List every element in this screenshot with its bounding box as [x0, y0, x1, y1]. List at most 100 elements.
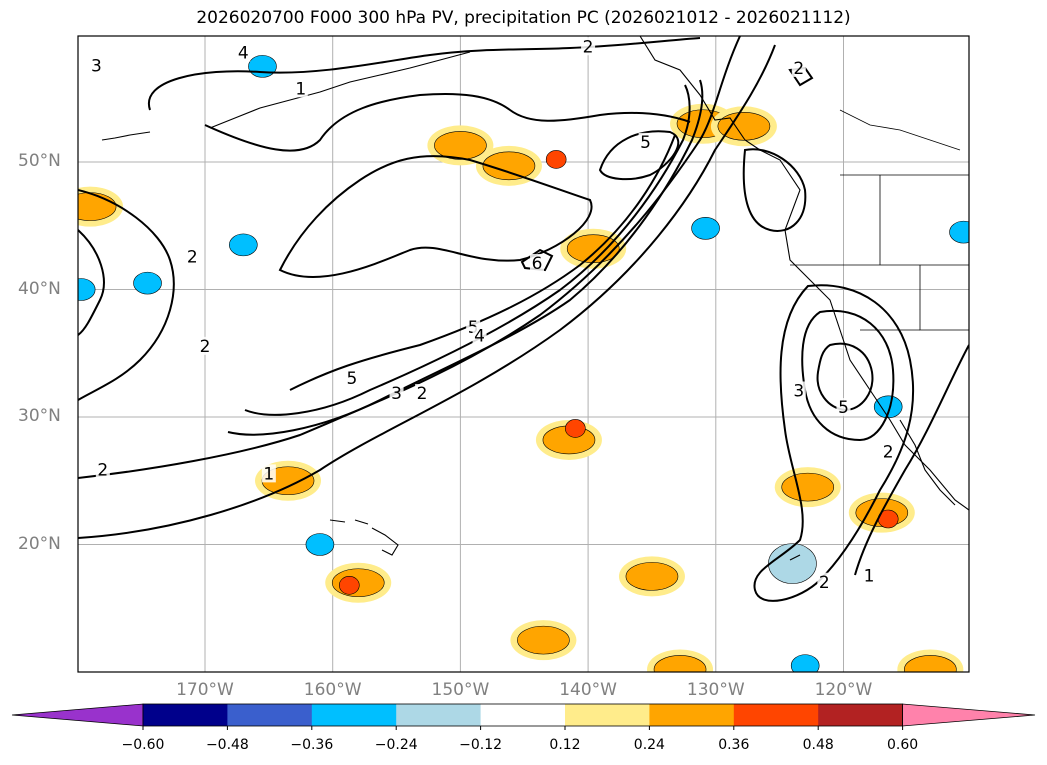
colorbar-tick-label: −0.48	[205, 737, 249, 753]
precip-negative-anomaly	[78, 278, 96, 301]
precip-negative-anomaly	[305, 533, 335, 556]
contour-label: 2	[417, 384, 428, 404]
precip-positive-anomaly	[565, 419, 586, 438]
borders	[790, 109, 969, 331]
contour-label-bg	[198, 336, 212, 355]
contour-label-bg	[389, 384, 404, 403]
contour-label-bg	[862, 566, 877, 585]
pv-contour-6	[520, 248, 554, 272]
colorbar-tick-label: 0.36	[718, 737, 750, 753]
contour-label-bg	[89, 56, 104, 75]
pv-contour-gulf	[598, 130, 680, 181]
precip-positive-anomaly	[781, 472, 835, 502]
colorbar-segment	[396, 704, 482, 726]
pv-contour-cutoff-outer	[753, 284, 915, 602]
contour-label-bg	[261, 464, 276, 483]
precip-positive-anomaly	[625, 562, 679, 591]
colorbar-extend-low	[11, 703, 144, 727]
colorbar-segment	[818, 704, 904, 726]
precip-negative-anomaly	[949, 220, 969, 244]
pv-contour-east-2	[854, 344, 969, 576]
coastlines	[101, 36, 969, 561]
latitude-label: 40°N	[18, 278, 61, 299]
colorbar-segment	[143, 704, 228, 726]
contour-label: 3	[793, 382, 804, 402]
contour-label: 5	[838, 398, 849, 418]
contour-label-bg	[344, 368, 359, 387]
colorbar-segment	[227, 704, 313, 726]
colorbar-tick-label: −0.36	[290, 737, 334, 753]
colorbar-segment	[311, 704, 397, 726]
longitude-label: 170°W	[176, 680, 234, 700]
contour-label-bg	[791, 58, 806, 77]
precip-positive-anomaly	[717, 112, 771, 141]
precip-positive-anomaly	[545, 150, 567, 169]
contour-label: 1	[263, 464, 274, 484]
precip-positive-anomaly	[339, 575, 360, 595]
contour-label-bg	[530, 254, 545, 272]
pv-contour-1	[78, 44, 776, 539]
contour-label: 6	[532, 254, 543, 274]
colorbar-segment	[565, 704, 650, 726]
precip-negative-anomaly	[691, 217, 720, 240]
contour-label: 3	[91, 56, 102, 76]
precip-positive-anomaly	[566, 234, 620, 263]
figure-title: 2026020700 F000 300 hPa PV, precipitatio…	[196, 8, 851, 28]
precip-negative-anomaly	[133, 271, 162, 295]
colorbar-tick-label: −0.24	[374, 737, 418, 753]
contour-label-bg	[817, 572, 832, 591]
contour-label: 2	[97, 461, 108, 481]
pv-contour-2	[78, 36, 741, 479]
contour-label: 3	[391, 384, 402, 404]
contour-label: 2	[793, 59, 804, 79]
colorbar-tick-label: 0.60	[887, 737, 919, 753]
contour-label-layer: 431225262545321235212	[89, 37, 896, 593]
longitude-label: 160°W	[303, 680, 362, 700]
colorbar-segment	[480, 704, 566, 726]
precip-positive-anomaly	[78, 192, 117, 221]
precip-negative-anomaly	[790, 654, 820, 672]
contour-label-bg	[185, 247, 200, 266]
precip-positive-anomaly	[653, 655, 707, 672]
colorbar-tick-label: −0.60	[121, 737, 165, 753]
pv-contour-west-2	[78, 229, 105, 336]
precip-positive-anomaly	[482, 151, 536, 181]
pv-contour-5	[289, 134, 676, 391]
contour-label-bg	[638, 132, 653, 151]
contour-label: 2	[187, 248, 198, 268]
latitude-label: 20°N	[18, 533, 61, 554]
contour-label: 5	[346, 369, 357, 389]
pv-contour-cutoff-mid	[801, 309, 895, 442]
contour-label-bg	[293, 79, 308, 98]
precip-positive-anomaly	[904, 655, 957, 672]
colorbar-segment	[649, 704, 735, 726]
contour-label-bg	[581, 37, 596, 56]
pv-contour-west-3	[78, 189, 175, 401]
precip-positive-anomaly	[517, 625, 570, 655]
contour-label: 2	[883, 443, 894, 463]
pv-contour-3	[227, 79, 704, 436]
pv-contours	[78, 36, 969, 602]
precip-negative-anomaly	[229, 233, 258, 257]
contour-label: 1	[295, 79, 306, 99]
contour-label-bg	[791, 381, 806, 400]
contour-label-bg	[881, 442, 896, 461]
pv-contour-outer-west	[204, 92, 691, 152]
pv-contour-tongue	[278, 155, 593, 278]
pv-contour-4	[244, 84, 691, 416]
precip-negative-anomaly	[248, 55, 277, 78]
contour-label-bg	[95, 460, 110, 479]
pv-contour-upper	[147, 37, 701, 111]
contour-label: 2	[583, 37, 594, 57]
longitude-label: 120°W	[814, 680, 873, 700]
precip-positive-anomaly	[434, 131, 487, 160]
contour-label: 2	[819, 573, 830, 593]
colorbar-segment	[733, 704, 819, 726]
colorbar-frame	[142, 703, 903, 727]
longitude-label: 140°W	[559, 680, 617, 700]
colorbar-tick-label: 0.24	[633, 737, 665, 753]
contour-label-bg	[236, 43, 251, 62]
contour-label-bg	[415, 384, 430, 403]
contour-label-bg	[472, 326, 487, 345]
colorbar-extend-high	[902, 703, 1036, 727]
